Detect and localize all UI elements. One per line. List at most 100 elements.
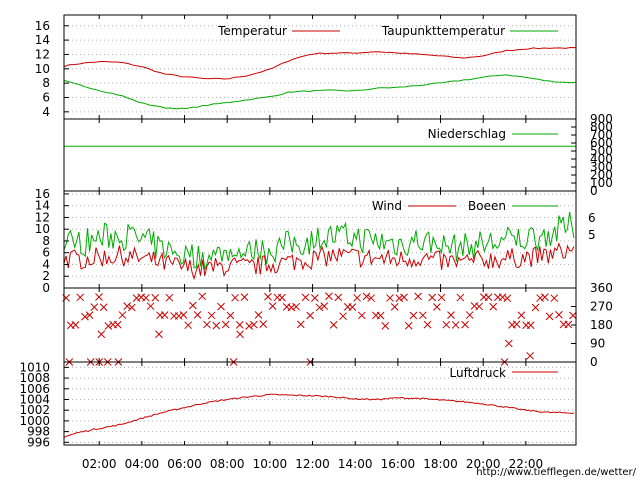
- x-tick-label: 14:00: [338, 457, 373, 471]
- temp-ytick-label: 6: [42, 90, 50, 104]
- pres-ytick-label: 998: [27, 425, 50, 439]
- x-tick-label: 22:00: [509, 457, 544, 471]
- direction-point: [165, 293, 174, 302]
- direction-point: [254, 311, 263, 319]
- direction-point: [400, 293, 408, 302]
- direction-point: [367, 294, 376, 302]
- direction-point: [540, 293, 549, 301]
- direction-point: [287, 303, 296, 312]
- direction-point: [198, 292, 207, 301]
- direction-point: [184, 321, 193, 330]
- direction-point: [236, 330, 244, 339]
- footer-url[interactable]: http://www.tiefflegen.de/wetter/: [476, 467, 636, 478]
- direction-point: [132, 294, 141, 302]
- temp-ytick-label: 14: [35, 33, 50, 47]
- legend-boeen: Boeen: [468, 199, 506, 213]
- wind-ytick-label: 2: [42, 269, 50, 283]
- x-tick-label: 10:00: [253, 457, 288, 471]
- direction-point: [503, 294, 512, 303]
- direction-point: [550, 294, 559, 303]
- direction-point: [428, 293, 437, 302]
- direction-point: [71, 321, 80, 329]
- direction-point: [564, 320, 573, 329]
- wind-ytick-label: 12: [35, 210, 50, 224]
- wind-ytick-label: 16: [35, 187, 50, 201]
- direction-point: [240, 293, 249, 301]
- direction-point: [174, 312, 183, 320]
- rain-ytick-label: 800: [590, 120, 613, 134]
- legend-niederschlag: Niederschlag: [428, 127, 506, 141]
- direction-point: [221, 320, 230, 329]
- direction-point: [404, 321, 413, 330]
- wind-ytick-right-label: 6: [588, 211, 596, 225]
- legend-taupunkt: Taupunkttemperatur: [381, 24, 505, 38]
- direction-point: [142, 293, 150, 302]
- direction-point: [442, 320, 451, 329]
- dir-ytick-label: 270: [590, 300, 613, 314]
- direction-point: [536, 294, 545, 302]
- direction-point: [526, 351, 534, 360]
- series-wind: [63, 242, 575, 281]
- direction-point: [259, 320, 268, 328]
- wind-ytick-label: 6: [42, 246, 50, 260]
- pres-ytick-label: 1010: [19, 360, 50, 374]
- x-tick-label: 08:00: [210, 457, 245, 471]
- direction-point: [512, 320, 521, 329]
- dir-ytick-label: 90: [590, 337, 605, 351]
- series-layer: [62, 46, 577, 438]
- wind-ytick-label: 8: [42, 234, 50, 248]
- direction-point: [90, 303, 99, 311]
- direction-point: [212, 321, 221, 330]
- direction-point: [118, 311, 127, 319]
- direction-point: [437, 293, 446, 302]
- direction-point: [526, 321, 535, 330]
- x-tick-label: 02:00: [82, 457, 117, 471]
- direction-point: [160, 311, 169, 319]
- direction-point: [484, 293, 493, 302]
- temp-ytick-label: 10: [35, 62, 50, 76]
- pres-ytick-label: 1004: [19, 392, 50, 406]
- direction-point: [188, 301, 197, 310]
- direction-point: [123, 302, 132, 310]
- direction-point: [353, 293, 361, 302]
- direction-point: [99, 303, 108, 312]
- direction-point: [461, 320, 469, 329]
- direction-point: [203, 320, 211, 329]
- x-tick-label: 20:00: [466, 457, 501, 471]
- series-taupunkt: [63, 74, 577, 110]
- direction-point: [475, 302, 484, 311]
- direction-point: [376, 311, 385, 320]
- dir-ytick-label: 360: [590, 281, 613, 295]
- direction-point: [386, 294, 394, 302]
- direction-point: [465, 311, 474, 319]
- direction-point: [320, 302, 329, 311]
- x-tick-label: 18:00: [423, 457, 458, 471]
- temp-ytick-label: 4: [42, 105, 50, 119]
- direction-point: [151, 293, 160, 302]
- direction-point: [76, 293, 85, 302]
- frame-layer: [63, 14, 577, 446]
- direction-point: [545, 312, 554, 321]
- pres-ytick-label: 1000: [19, 414, 50, 428]
- direction-point: [278, 293, 286, 302]
- temp-ytick-label: 16: [35, 19, 50, 33]
- wind-ytick-label: 4: [42, 257, 50, 271]
- direction-point: [414, 292, 422, 301]
- direction-point: [334, 293, 343, 302]
- direction-point: [498, 293, 507, 302]
- dir-ytick-label: 180: [590, 318, 613, 332]
- legend-wind: Wind: [372, 199, 402, 213]
- direction-point: [245, 322, 254, 330]
- direction-point: [348, 303, 357, 311]
- direction-point: [301, 293, 310, 302]
- pres-ytick-label: 1002: [19, 403, 50, 417]
- direction-point: [207, 311, 216, 320]
- direction-point: [217, 302, 225, 311]
- direction-point: [296, 320, 305, 329]
- direction-point: [569, 311, 577, 320]
- direction-point: [339, 312, 347, 321]
- legend-luftdruck: Luftdruck: [449, 366, 506, 380]
- direction-point: [409, 311, 418, 320]
- direction-point: [325, 292, 333, 301]
